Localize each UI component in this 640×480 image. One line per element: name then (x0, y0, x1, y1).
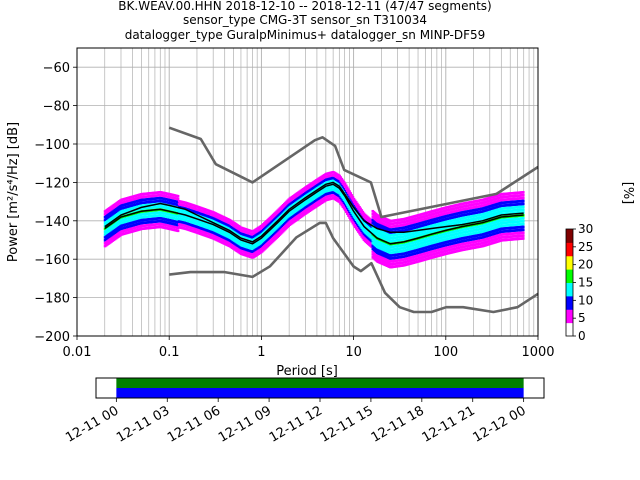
heatmap-cell (353, 199, 357, 203)
heatmap-cell (346, 186, 349, 190)
heatmap-cell (361, 210, 365, 214)
heatmap-cell (348, 190, 351, 193)
heatmap-cell (352, 197, 356, 201)
heatmap-cell (357, 204, 360, 207)
title-line-2: sensor_type CMG-3T sensor_sn T310034 (183, 13, 427, 27)
heatmap-cell (342, 181, 346, 184)
heatmap-cell (521, 231, 525, 234)
heatmap-cell (349, 192, 352, 195)
heatmap-cell (356, 202, 359, 206)
heatmap-cell (358, 205, 361, 209)
heatmap-cell (176, 229, 180, 233)
heatmap-cell (343, 182, 347, 186)
heatmap-cell (351, 195, 355, 199)
heatmap-cell (360, 209, 364, 212)
heatmap-cell (176, 197, 180, 201)
heatmap-cell (521, 234, 525, 237)
heatmap-cell (359, 207, 362, 211)
title-line-1: BK.WEAV.00.HHN 2018-12-10 -- 2018-12-11 … (118, 0, 491, 13)
figure-title: BK.WEAV.00.HHN 2018-12-10 -- 2018-12-11 … (118, 0, 491, 42)
heatmap-cell (340, 177, 344, 181)
heatmap-cell (341, 179, 345, 183)
title-line-3: datalogger_type GuralpMinimus+ datalogge… (125, 28, 486, 42)
heatmap-cell (176, 194, 180, 198)
heatmap-cell (344, 184, 348, 188)
heatmap-cell (347, 188, 350, 191)
heatmap-cell (338, 174, 341, 178)
heatmap-cell (521, 237, 525, 240)
heatmap-cell (521, 228, 525, 232)
heatmap-cell (521, 225, 525, 229)
heatmap-cell (354, 201, 358, 204)
heatmap-cell (350, 194, 354, 197)
plot-area: 0.01 0.1 1 10 100 1000 −60−80−100−120−140−160… (34, 47, 555, 360)
heatmap-cell (339, 176, 343, 179)
